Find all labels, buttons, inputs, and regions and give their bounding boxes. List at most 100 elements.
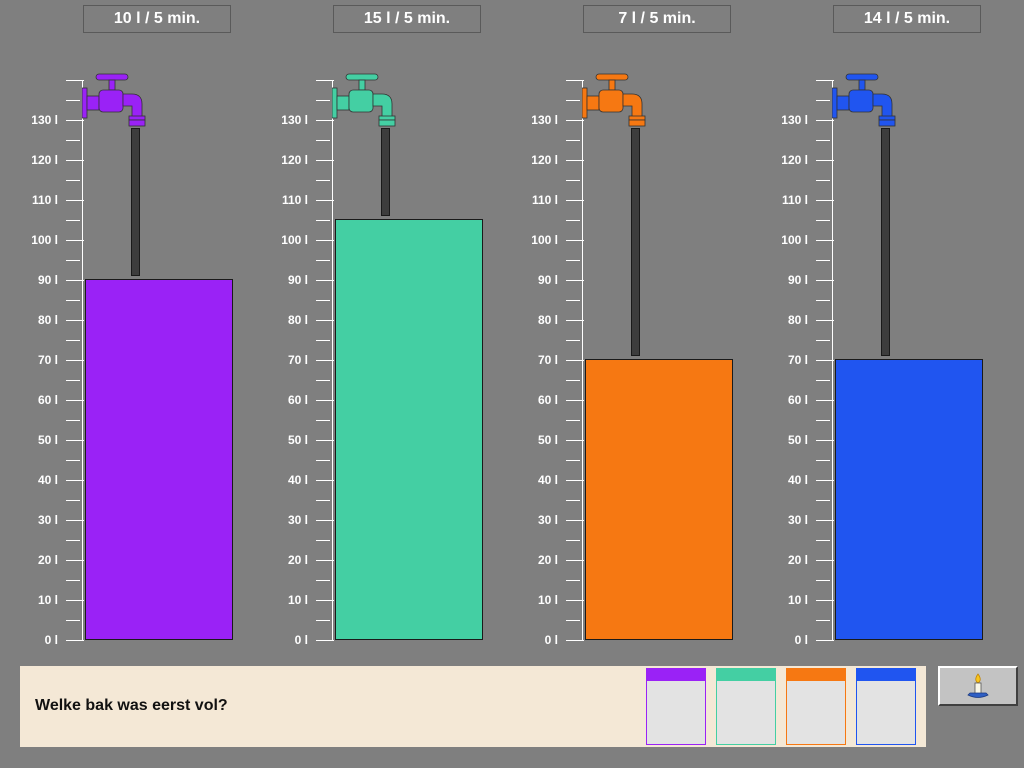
scale-label: 20 l — [537, 553, 558, 567]
scale-tick — [66, 340, 80, 341]
scale-label: 10 l — [287, 593, 308, 607]
scale-tick — [566, 140, 580, 141]
scale-tick — [316, 380, 330, 381]
faucet-icon — [332, 73, 396, 127]
scale-tick — [566, 300, 580, 301]
scale-tick — [566, 400, 584, 401]
scale-tick — [66, 200, 84, 201]
question-panel: Welke bak was eerst vol? — [20, 666, 926, 747]
scale-tick — [566, 380, 580, 381]
scale-label: 110 l — [781, 193, 808, 207]
scale-label: 100 l — [281, 233, 308, 247]
scale-label: 110 l — [281, 193, 308, 207]
scale-tick — [816, 420, 830, 421]
scale-tick — [816, 620, 830, 621]
scale-tick — [816, 280, 834, 281]
scale-label: 20 l — [287, 553, 308, 567]
answer-choice-3[interactable] — [786, 668, 846, 745]
scale-label: 0 l — [544, 633, 558, 647]
scale-tick — [66, 620, 80, 621]
scale-tick — [566, 240, 584, 241]
scale-tick — [816, 480, 834, 481]
scale-tick — [316, 640, 334, 641]
tank-4[interactable] — [835, 359, 983, 640]
faucet-icon — [832, 73, 896, 127]
scale-tick — [816, 240, 834, 241]
scale-tick — [566, 540, 580, 541]
candle-icon — [967, 673, 989, 698]
scale-label: 40 l — [37, 473, 58, 487]
scale-tick — [816, 100, 830, 101]
choice-color-cap — [787, 669, 845, 681]
scale-tick — [566, 640, 584, 641]
scale-label: 60 l — [787, 393, 808, 407]
scale-label: 120 l — [31, 153, 58, 167]
scale-tick — [66, 360, 84, 361]
scale-tick — [816, 360, 834, 361]
scale-label: 50 l — [787, 433, 808, 447]
scale-tick — [316, 360, 334, 361]
answer-choice-1[interactable] — [646, 668, 706, 745]
scale-tick — [66, 420, 80, 421]
faucet-icon — [82, 73, 146, 127]
answer-choice-4[interactable] — [856, 668, 916, 745]
scale-tick — [316, 540, 330, 541]
scale-tick — [566, 220, 580, 221]
tank-1[interactable] — [85, 279, 233, 640]
scale-label: 10 l — [37, 593, 58, 607]
scale-tick — [66, 140, 80, 141]
scale-tick — [316, 280, 334, 281]
scale-label: 100 l — [531, 233, 558, 247]
scale-tick — [566, 160, 584, 161]
scale-axis — [332, 80, 333, 640]
scale-label: 50 l — [37, 433, 58, 447]
scale-label: 20 l — [37, 553, 58, 567]
scale-tick — [316, 220, 330, 221]
rate-label-1: 10 l / 5 min. — [83, 5, 231, 33]
scale-tick — [66, 580, 80, 581]
tank-3[interactable] — [585, 359, 733, 640]
scale-tick — [66, 460, 80, 461]
scale-tick — [66, 520, 84, 521]
scale-tick — [316, 340, 330, 341]
scale-tick — [316, 160, 334, 161]
scale-label: 70 l — [787, 353, 808, 367]
scale-label: 0 l — [294, 633, 308, 647]
scale-label: 120 l — [281, 153, 308, 167]
scale-tick — [816, 500, 830, 501]
scale-label: 40 l — [287, 473, 308, 487]
scale-tick — [66, 180, 80, 181]
scale-label: 90 l — [287, 273, 308, 287]
scale-tick — [316, 500, 330, 501]
scale-tick — [316, 620, 330, 621]
scale-tick — [566, 520, 584, 521]
scale-tick — [566, 580, 580, 581]
scale-tick — [316, 440, 334, 441]
scale-tick — [816, 140, 830, 141]
answer-choice-2[interactable] — [716, 668, 776, 745]
scale-tick — [66, 400, 84, 401]
scale-tick — [316, 320, 334, 321]
scale-tick — [816, 460, 830, 461]
scale-tick — [66, 160, 84, 161]
scale-label: 100 l — [781, 233, 808, 247]
scale-tick — [66, 540, 80, 541]
choice-color-cap — [717, 669, 775, 681]
scale-tick — [316, 420, 330, 421]
scale-label: 30 l — [37, 513, 58, 527]
scale-label: 60 l — [537, 393, 558, 407]
tank-2[interactable] — [335, 219, 483, 640]
scale-label: 60 l — [37, 393, 58, 407]
scale-tick — [566, 620, 580, 621]
scale-label: 50 l — [537, 433, 558, 447]
scale-tick — [316, 560, 334, 561]
scale-tick — [316, 400, 334, 401]
scale-label: 100 l — [31, 233, 58, 247]
scale-tick — [316, 180, 330, 181]
scale-label: 90 l — [37, 273, 58, 287]
faucet-icon — [582, 73, 646, 127]
scale-label: 80 l — [537, 313, 558, 327]
help-button[interactable] — [938, 666, 1018, 706]
scale-tick — [816, 560, 834, 561]
scale-tick — [816, 180, 830, 181]
